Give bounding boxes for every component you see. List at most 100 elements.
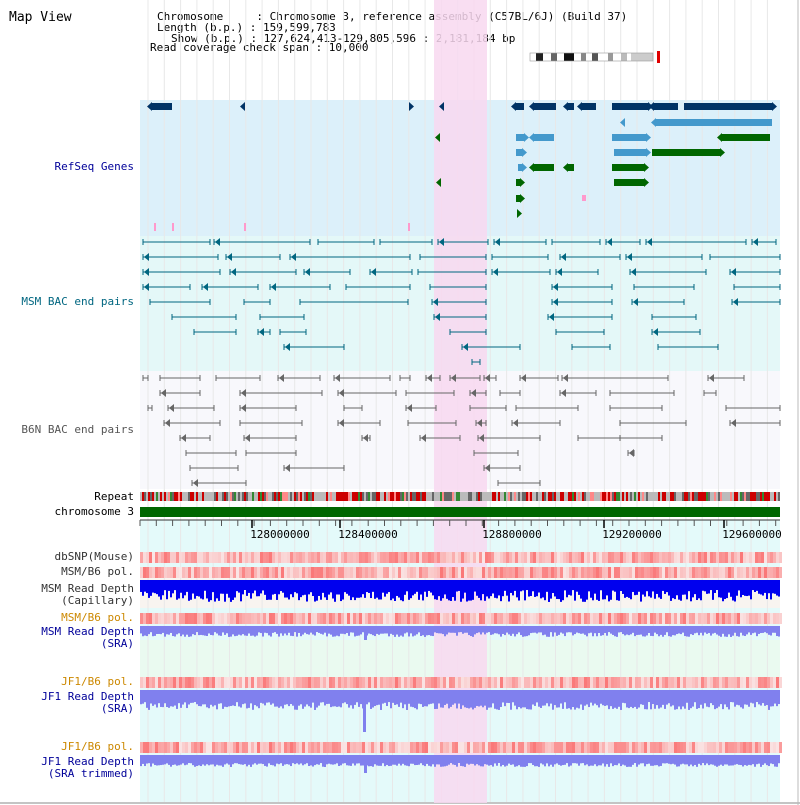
jf1-b6-pol2-strip [350,742,353,753]
msm-depth-sra-bar [514,626,516,637]
jf1-b6-pol2-strip [320,742,323,753]
repeat-segment [666,492,668,501]
msm-depth-sra-bar [190,626,192,637]
jf1-b6-pol-strip [578,677,581,688]
repeat-segment [668,492,670,501]
jf1-b6-pol2-strip [764,742,767,753]
repeat-segment [400,492,402,501]
ruler-tick-label: 128000000 [250,528,310,541]
repeat-segment [266,492,268,501]
repeat-segment [402,492,404,501]
msm-depth-capillary-bar [248,580,250,593]
msm-b6-pol2-strip [179,613,182,624]
b6n-bac-pair-arrow [169,404,174,412]
repeat-segment [272,492,274,501]
msm-b6-pol-strip [320,567,323,578]
repeat-segment [708,492,710,501]
jf1-b6-pol2-strip [647,742,650,753]
repeat-segment [630,492,632,501]
msm-b6-pol-strip [350,567,353,578]
b6n-bac-pair-arrow [485,464,490,472]
msm-depth-capillary-bar [206,580,208,599]
msm-depth-capillary-bar [458,580,460,591]
jf1-depth-trimmed-bar [466,755,468,764]
msm-b6-pol2-strip [449,613,452,624]
msm-b6-pol-strip [377,567,380,578]
jf1-depth-sra-bar [652,690,654,705]
dbsnp-strip [419,552,422,563]
jf1-depth-trimmed-bar [176,755,178,766]
msm-b6-pol-strip [593,567,596,578]
jf1-depth-sra-bar [684,690,686,709]
jf1-depth-trimmed-bar [498,755,500,764]
jf1-b6-pol-strip [209,677,212,688]
jf1-depth-sra-bar [554,690,556,706]
msm-depth-sra-bar [326,626,328,637]
jf1-depth-sra-bar [604,690,606,706]
msm-b6-pol2-strip [515,613,518,624]
jf1-depth-sra-bar [444,690,446,706]
ideogram-band [586,53,592,61]
msm-bac-pair-arrow [433,298,438,306]
msm-b6-pol2-strip [398,613,401,624]
dbsnp-strip [290,552,293,563]
dbsnp-strip [197,552,200,563]
msm-b6-pol-strip [203,567,206,578]
msm-b6-pol2-strip [743,613,746,624]
msm-b6-pol-strip [212,567,215,578]
repeat-segment [754,492,756,501]
msm-depth-capillary-bar [650,580,652,598]
msm-depth-sra-bar [390,626,392,634]
msm-depth-capillary-bar [174,580,176,591]
msm-depth-capillary-bar [424,580,426,592]
jf1-b6-pol2-strip [596,742,599,753]
msm-depth-sra-bar [452,626,454,633]
msm-b6-pol-strip [332,567,335,578]
jf1-b6-pol2-strip [395,742,398,753]
dbsnp-strip [710,552,713,563]
jf1-depth-sra-bar [748,690,750,707]
jf1-depth-trimmed-bar [324,755,326,767]
msm-depth-sra-bar [570,626,572,633]
gene-bar [612,134,646,141]
jf1-b6-pol-strip [179,677,182,688]
msm-depth-sra-bar [380,626,382,634]
jf1-b6-pol-strip [770,677,773,688]
jf1-b6-pol-strip [272,677,275,688]
msm-b6-pol2-strip [344,613,347,624]
dbsnp-strip [203,552,206,563]
msm-depth-sra-bar [406,626,408,633]
repeat-segment [688,492,690,501]
jf1-depth-trimmed-bar [298,755,300,765]
msm-depth-sra-bar [666,626,668,633]
jf1-b6-pol2-strip [173,742,176,753]
msm-b6-pol2-strip [272,613,275,624]
msm-bac-pair-arrow [203,283,208,291]
repeat-segment [182,492,184,501]
repeat-segment [544,492,546,501]
msm-depth-capillary-bar [592,580,594,601]
msm-depth-capillary-bar [476,580,478,596]
repeat-segment [638,492,640,501]
msm-depth-capillary-bar [212,580,214,593]
jf1-depth-sra-bar [500,690,502,707]
jf1-b6-pol2-strip [383,742,386,753]
jf1-b6-pol2-strip [557,742,560,753]
jf1-b6-pol2-strip [662,742,665,753]
ideogram-band [564,53,574,61]
dbsnp-strip [182,552,185,563]
msm-depth-capillary-bar [266,580,268,600]
jf1-b6-pol-strip [233,677,236,688]
jf1-b6-pol2-strip [653,742,656,753]
jf1-depth-sra-bar [588,690,590,708]
repeat-segment [678,492,680,501]
repeat-segment [408,492,410,501]
msm-depth-capillary-bar [470,580,472,601]
jf1-depth-trimmed-bar [450,755,452,764]
jf1-b6-pol2-strip [209,742,212,753]
dbsnp-strip [272,552,275,563]
msm-b6-pol2-strip [779,613,782,624]
repeat-segment [248,492,250,501]
jf1-depth-trimmed-bar [692,755,694,767]
